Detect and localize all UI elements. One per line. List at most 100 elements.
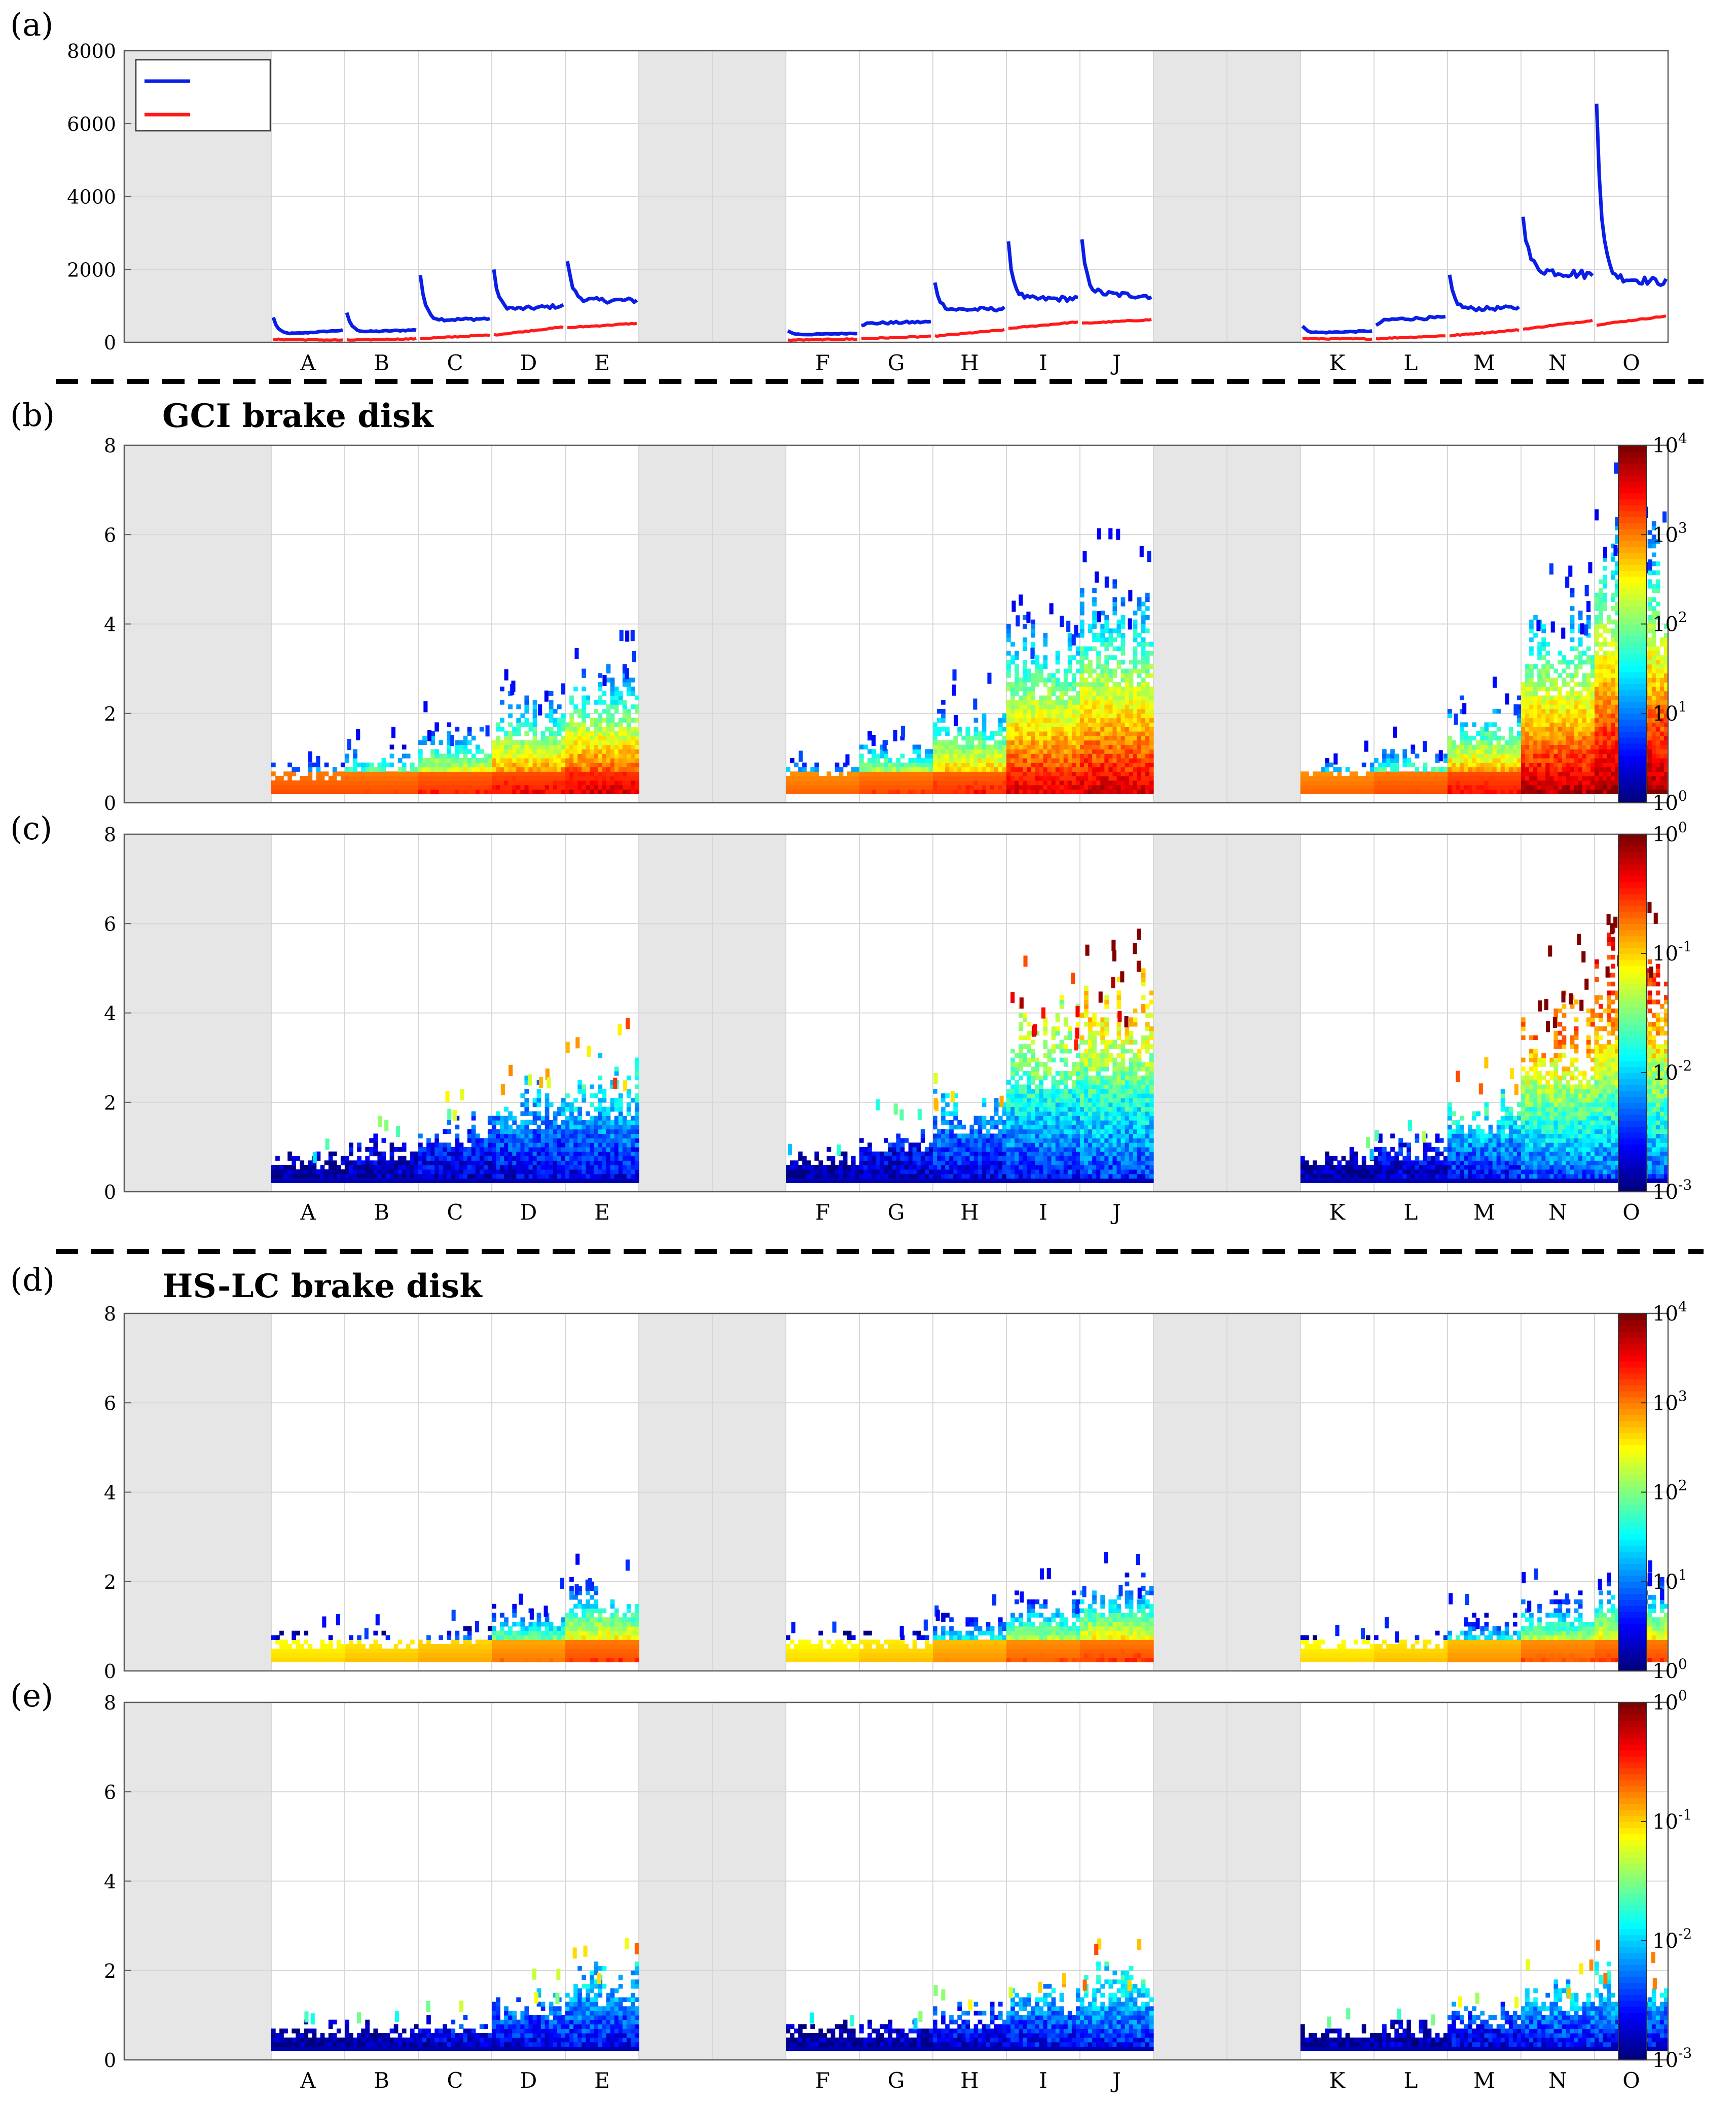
heatmap-cell: [528, 727, 533, 732]
heatmap-cell: [1651, 784, 1656, 790]
heatmap-cell: [516, 744, 521, 750]
colorbar-segment: [1618, 505, 1646, 512]
heatmap-cell: [328, 1165, 333, 1170]
heatmap-cell: [1047, 767, 1052, 772]
heatmap-outlier: [1505, 693, 1509, 705]
heatmap-cell: [872, 758, 876, 763]
heatmap-outlier: [1549, 563, 1553, 575]
heatmap-cell: [1562, 713, 1567, 719]
heatmap-cell: [1141, 628, 1146, 633]
heatmap-cell: [1615, 534, 1619, 540]
heatmap-cell: [1541, 767, 1546, 772]
heatmap-cell: [1104, 655, 1109, 660]
heatmap-cell: [1125, 754, 1130, 759]
heatmap-cell: [1553, 789, 1559, 794]
heatmap-cell: [1006, 776, 1011, 781]
heatmap-cell: [1145, 606, 1150, 611]
heatmap-cell: [1149, 731, 1154, 736]
heatmap-cell: [340, 1173, 345, 1179]
heatmap-cell: [618, 771, 623, 776]
heatmap-cell: [1071, 776, 1076, 781]
heatmap-cell: [406, 754, 411, 759]
heatmap-cell: [1374, 780, 1379, 786]
heatmap-cell: [1574, 754, 1579, 759]
heatmap-cell: [945, 754, 950, 759]
heatmap-cell: [1599, 762, 1603, 768]
heatmap-cell: [594, 771, 599, 776]
heatmap-cell: [1092, 762, 1097, 768]
heatmap-cell: [1599, 646, 1603, 651]
heatmap-cell: [610, 744, 615, 750]
heatmap-cell: [1570, 695, 1575, 700]
heatmap-cell: [1525, 695, 1530, 700]
heatmap-cell: [1309, 780, 1313, 786]
heatmap-cell: [540, 758, 546, 763]
heatmap-cell: [634, 704, 639, 709]
heatmap-cell: [492, 784, 496, 790]
heatmap-cell: [455, 780, 460, 786]
heatmap-cell: [1484, 749, 1489, 754]
heatmap-cell: [1125, 758, 1130, 763]
heatmap-cell: [1133, 704, 1138, 709]
heatmap-cell: [426, 767, 431, 772]
heatmap-cell: [1655, 731, 1660, 736]
heatmap-cell: [1595, 718, 1599, 723]
heatmap-cell: [598, 780, 603, 786]
heatmap-cell: [920, 789, 925, 794]
heatmap-cell: [1006, 628, 1011, 633]
series-line-gci: [418, 275, 490, 323]
heatmap-cell: [508, 704, 513, 709]
heatmap-cell: [994, 780, 999, 786]
heatmap-cell: [345, 767, 349, 772]
heatmap-cell: [500, 749, 504, 754]
heatmap-cell: [1145, 749, 1150, 754]
heatmap-cell: [1394, 776, 1399, 781]
heatmap-cell: [614, 735, 619, 741]
heatmap-cell: [1537, 708, 1542, 714]
heatmap-cell: [835, 762, 840, 768]
heatmap-cell: [1663, 664, 1669, 669]
heatmap-cell: [998, 722, 1003, 727]
heatmap-outlier: [1128, 618, 1132, 630]
heatmap-cell: [1108, 789, 1113, 794]
heatmap-cell: [1611, 660, 1615, 665]
x-tick-label: L: [1404, 1200, 1418, 1225]
heatmap-cell: [1129, 682, 1134, 687]
heatmap-cell: [1659, 655, 1665, 660]
heatmap-cell: [316, 1173, 321, 1179]
heatmap-cell: [1023, 758, 1027, 763]
heatmap-cell: [1120, 749, 1126, 754]
heatmap-cell: [1088, 789, 1093, 794]
heatmap-cell: [1611, 695, 1615, 700]
heatmap-cell: [802, 762, 807, 768]
heatmap-cell: [1063, 740, 1068, 745]
heatmap-cell: [1031, 731, 1035, 736]
panel-label-d: (d): [10, 1261, 55, 1298]
heatmap-outlier: [952, 684, 956, 696]
heatmap-cell: [982, 744, 987, 750]
heatmap-cell: [1149, 700, 1154, 705]
heatmap-cell: [1096, 700, 1101, 705]
heatmap-cell: [1574, 784, 1579, 790]
heatmap-cell: [479, 784, 484, 790]
heatmap-cell: [822, 780, 827, 786]
heatmap-cell: [1145, 700, 1150, 705]
heatmap-cell: [540, 767, 546, 772]
heatmap-cell: [1300, 784, 1305, 790]
heatmap-cell: [1443, 784, 1448, 790]
heatmap-cell: [1002, 771, 1007, 776]
heatmap-cell: [916, 789, 921, 794]
heatmap-cell: [1537, 682, 1542, 687]
heatmap-cell: [1096, 784, 1101, 790]
heatmap-cell: [1439, 784, 1444, 790]
heatmap-cell: [1659, 677, 1665, 683]
heatmap-cell: [1365, 784, 1370, 790]
heatmap-cell: [577, 744, 582, 750]
heatmap-cell: [606, 708, 611, 714]
heatmap-cell: [1516, 771, 1522, 776]
heatmap-cell: [1141, 686, 1146, 692]
heatmap-cell: [1545, 704, 1550, 709]
heatmap-cell: [1647, 789, 1652, 794]
heatmap-cell: [447, 767, 452, 772]
heatmap-cell: [532, 740, 537, 745]
